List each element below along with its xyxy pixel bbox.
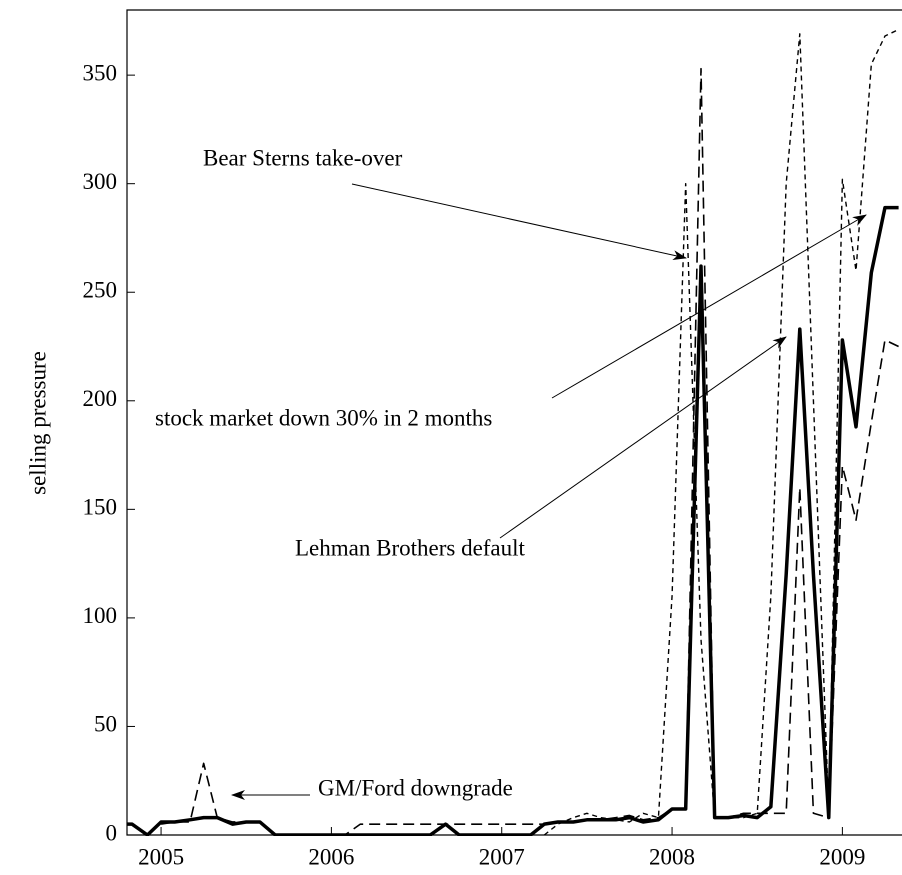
y-axis-label: selling pressure <box>25 351 50 495</box>
x-tick-label: 2008 <box>649 844 695 869</box>
y-tick-label: 350 <box>83 60 118 85</box>
annotations: Bear Sterns take-over stock market down … <box>155 145 867 800</box>
x-tick-label: 2006 <box>308 844 354 869</box>
annotation: Bear Sterns take-over <box>203 145 403 170</box>
data-line <box>160 67 899 836</box>
annotation-arrow <box>499 336 787 539</box>
data-line <box>543 28 899 836</box>
annotation: Lehman Brothers default <box>295 535 526 560</box>
annotation-arrow <box>551 214 867 399</box>
y-tick-label: 0 <box>106 820 118 845</box>
y-tick-label: 50 <box>94 712 117 737</box>
y-tick-label: 100 <box>83 603 118 628</box>
y-tick-label: 150 <box>83 495 118 520</box>
annotation: stock market down 30% in 2 months <box>155 405 492 430</box>
x-tick-label: 2005 <box>138 844 184 869</box>
y-tick-label: 250 <box>83 278 118 303</box>
y-tick-label: 300 <box>83 169 118 194</box>
annotation-arrow <box>351 183 687 261</box>
annotation: GM/Ford downgrade <box>318 775 513 800</box>
axes-frame <box>126 9 902 836</box>
x-tick-label: 2009 <box>819 844 865 869</box>
y-tick-label: 200 <box>83 386 118 411</box>
x-tick-label: 2007 <box>479 844 525 869</box>
